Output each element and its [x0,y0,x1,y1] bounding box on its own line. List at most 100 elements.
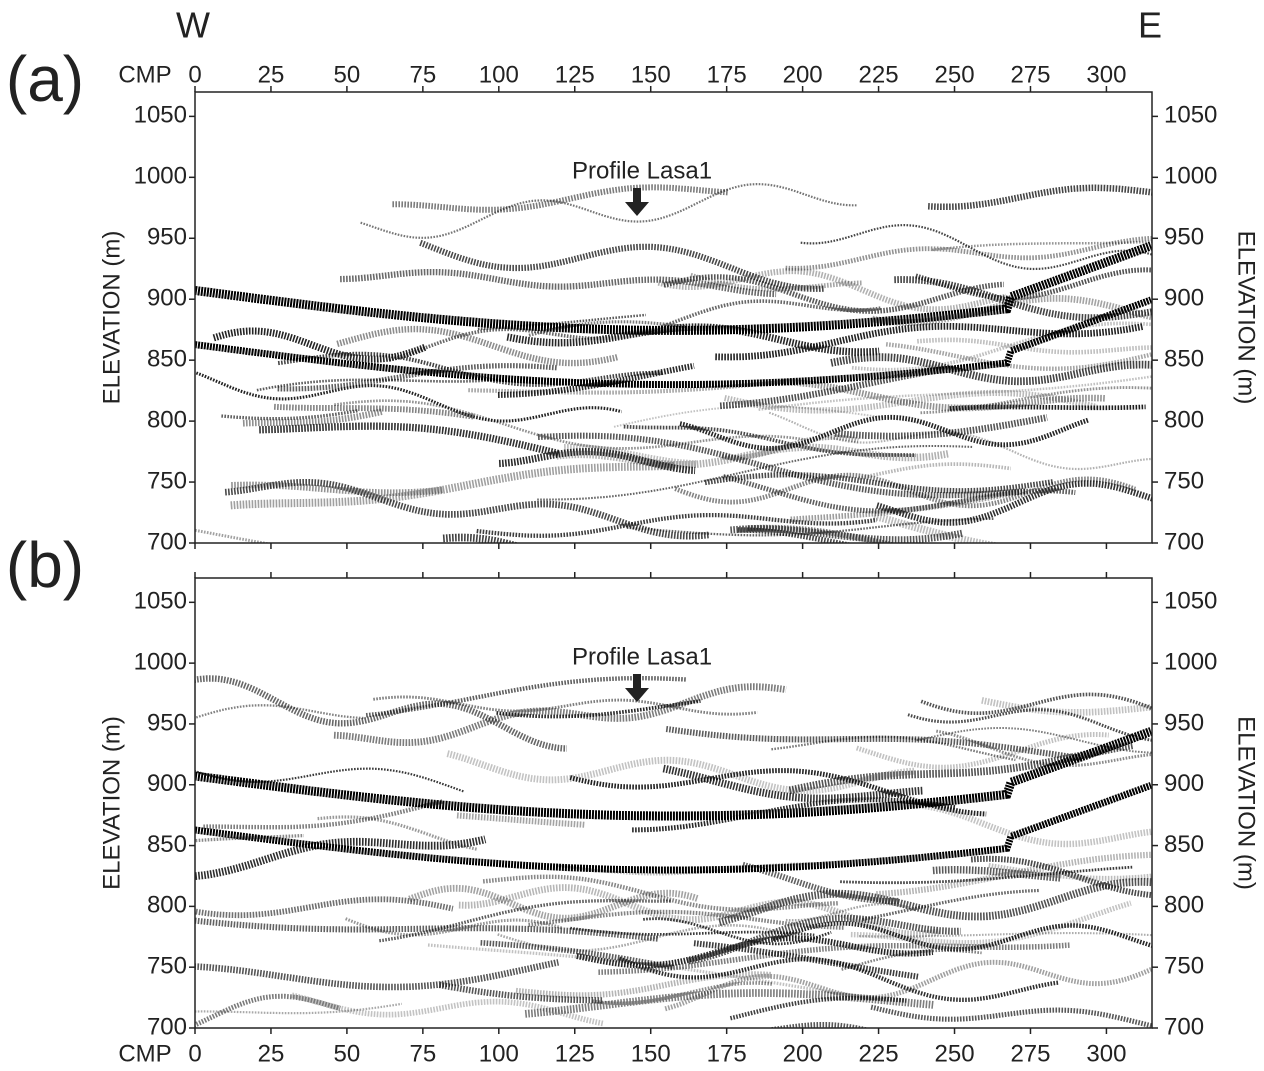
y-tick-label: 800 [147,892,187,919]
reflection [870,1004,1152,1028]
reflection [408,884,699,922]
reflection [834,414,1048,440]
y2-tick-label: 900 [1164,285,1204,312]
reflection [537,444,974,501]
west-label: W [176,5,210,46]
reflection [626,517,995,537]
reflection [917,337,1152,355]
reflection [333,683,787,747]
plot-frame [194,91,1153,544]
reflection [373,695,758,716]
reflection [988,862,1152,881]
x-tick-label: 300 [1086,1040,1126,1067]
reflection [419,239,825,292]
reflection [664,959,1152,1012]
reflection [195,833,304,843]
reflection [915,801,1152,848]
reflection [576,935,934,969]
reflection [785,235,1152,271]
reflection [195,704,366,720]
y-tick-label: 900 [147,770,187,797]
y-tick-label: 1000 [134,163,187,190]
reflection [741,861,899,905]
annotation: Profile Lasa1 [572,643,712,670]
y-tick-label: 800 [147,406,187,433]
y-axis-label: ELEVATION (m) [98,231,125,405]
y2-tick-label: 750 [1164,953,1204,980]
reflection [224,478,710,540]
reflection [334,399,811,450]
x-tick-label: 275 [1010,61,1050,88]
y-tick-label: 1050 [134,102,187,129]
panel-label: (a) [6,43,84,115]
y2-tick-label: 900 [1164,770,1204,797]
y-tick-label: 700 [147,528,187,555]
y2-tick-label: 850 [1164,831,1204,858]
y2-tick-label: 950 [1164,224,1204,251]
reflection [195,528,273,543]
x-tick-label: 175 [707,1040,747,1067]
reflection [231,481,444,496]
reflection [981,697,1152,716]
x-tick-label: 150 [631,1040,671,1067]
x-tick-label: 100 [479,61,519,88]
reflection [932,240,1152,252]
reflection [360,182,857,239]
reflection [482,874,840,912]
x-tick-label: 200 [783,1040,823,1067]
y-tick-label: 950 [147,709,187,736]
reflection [790,489,1020,523]
reflection [723,389,1098,414]
reflection [537,432,1027,499]
x-tick-label: 225 [859,61,899,88]
annotation-arrow [625,674,649,702]
reflection [496,699,701,719]
y-tick-label: 1000 [134,648,187,675]
x-tick-label: 125 [555,61,595,88]
reflection [875,480,1152,526]
annotation: Profile Lasa1 [572,157,712,184]
reflection [340,268,777,298]
annotation-arrow [625,188,649,216]
reflection [195,241,1152,335]
reflection [613,405,927,428]
reflection [569,768,987,817]
reflection [480,940,674,970]
y2-tick-label: 950 [1164,709,1204,736]
x-tick-label: 50 [334,1040,361,1067]
x-tick-label: 225 [859,1040,899,1067]
reflection [242,408,384,427]
reflection [715,322,1144,361]
reflection [665,725,1083,762]
reflection [800,223,1152,271]
reflection [195,835,487,881]
reflection [643,917,832,946]
reflection [737,527,853,543]
reflection [230,461,675,510]
reflection [936,729,1152,768]
reflection [498,448,696,475]
reflection [506,323,880,356]
east-label: E [1138,5,1162,46]
x-axis-label: CMP [118,1040,171,1067]
y2-axis-label: ELEVATION (m) [1233,231,1260,405]
y2-tick-label: 800 [1164,892,1204,919]
reflection [476,512,877,538]
reflection [195,727,1152,821]
reflection [949,404,1146,411]
reflection [515,971,773,999]
reflection [392,184,729,213]
x-tick-label: 175 [707,61,747,88]
x-tick-label: 150 [631,61,671,88]
seismic-image [195,675,1152,1028]
panel-label: (b) [6,529,84,601]
reflection [927,184,1152,211]
y2-tick-label: 1000 [1164,648,1217,675]
x-tick-label: 50 [334,61,361,88]
reflection [291,992,605,1027]
reflection [259,422,561,458]
reflection [662,764,924,803]
reflection [632,797,957,833]
x-tick-label: 75 [410,1040,437,1067]
